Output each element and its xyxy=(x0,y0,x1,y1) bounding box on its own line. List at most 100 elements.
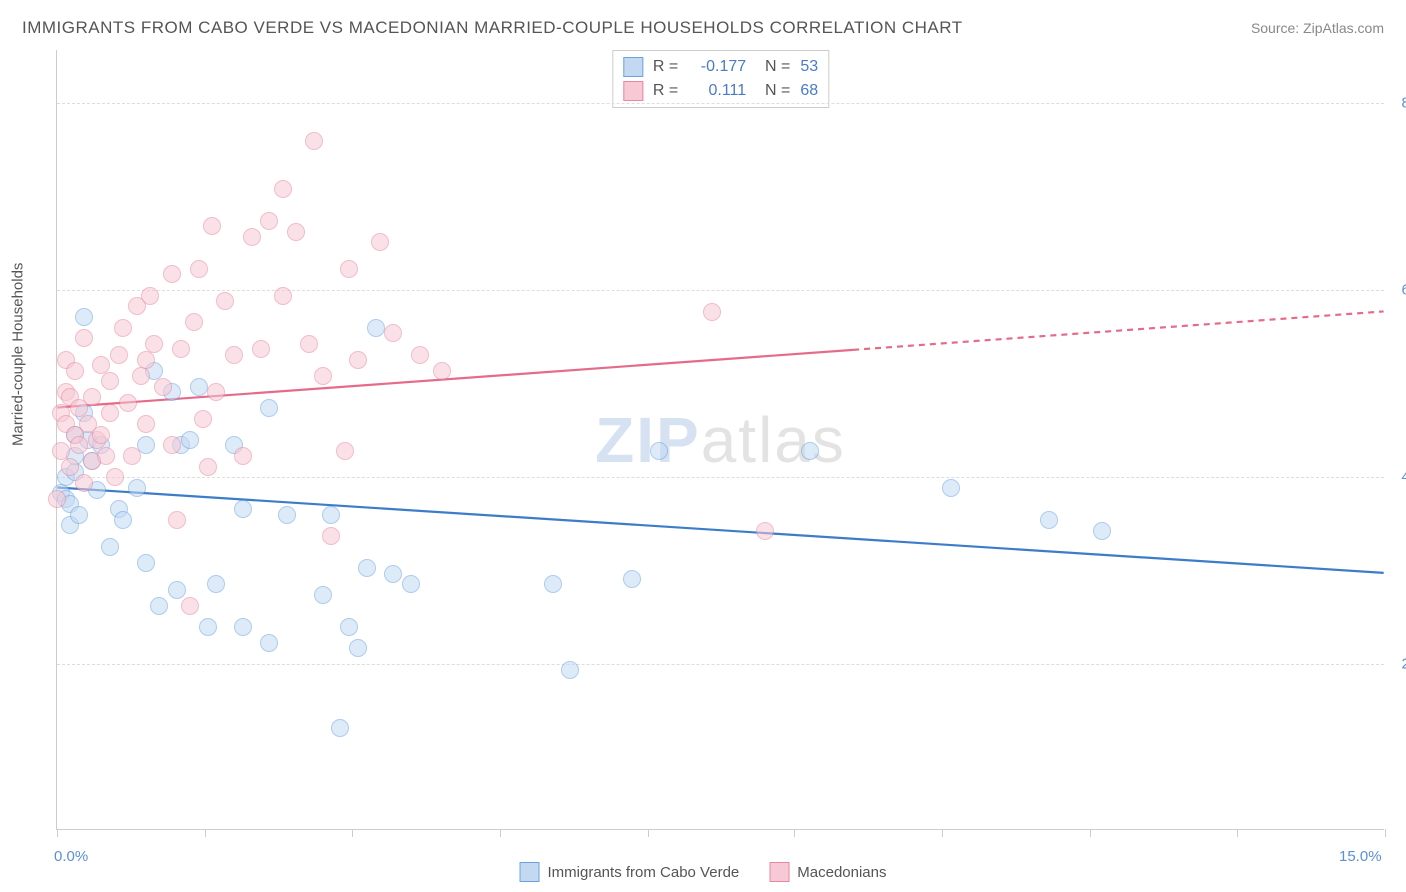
scatter-point xyxy=(114,319,132,337)
scatter-point xyxy=(274,180,292,198)
watermark-light: atlas xyxy=(701,404,846,476)
scatter-point xyxy=(168,511,186,529)
scatter-point xyxy=(163,436,181,454)
scatter-point xyxy=(190,378,208,396)
scatter-point xyxy=(274,287,292,305)
scatter-point xyxy=(260,212,278,230)
source-label: Source: ZipAtlas.com xyxy=(1251,20,1384,36)
scatter-point xyxy=(314,367,332,385)
scatter-point xyxy=(141,287,159,305)
scatter-point xyxy=(128,479,146,497)
scatter-point xyxy=(358,559,376,577)
scatter-point xyxy=(544,575,562,593)
y-tick-label: 45.0% xyxy=(1389,469,1406,486)
scatter-point xyxy=(101,372,119,390)
legend-swatch xyxy=(769,862,789,882)
scatter-point xyxy=(234,500,252,518)
scatter-point xyxy=(150,597,168,615)
stats-row: R = -0.177 N = 53 xyxy=(623,55,818,79)
scatter-point xyxy=(123,447,141,465)
scatter-point xyxy=(181,431,199,449)
scatter-point xyxy=(234,618,252,636)
scatter-point xyxy=(154,378,172,396)
scatter-point xyxy=(70,436,88,454)
n-value: 53 xyxy=(800,58,818,76)
scatter-point xyxy=(97,447,115,465)
scatter-point xyxy=(287,223,305,241)
scatter-point xyxy=(756,522,774,540)
scatter-point xyxy=(75,329,93,347)
scatter-point xyxy=(942,479,960,497)
y-tick-label: 80.0% xyxy=(1389,95,1406,112)
trend-line-solid xyxy=(57,488,1383,573)
scatter-point xyxy=(1040,511,1058,529)
chart-title: IMMIGRANTS FROM CABO VERDE VS MACEDONIAN… xyxy=(22,18,963,38)
scatter-point xyxy=(300,335,318,353)
y-axis-title: Married-couple Households xyxy=(10,263,27,446)
n-label: N = xyxy=(756,82,790,100)
r-label: R = xyxy=(653,58,678,76)
x-tick xyxy=(500,829,501,837)
scatter-point xyxy=(371,233,389,251)
scatter-point xyxy=(75,474,93,492)
scatter-point xyxy=(216,292,234,310)
scatter-point xyxy=(402,575,420,593)
scatter-point xyxy=(185,313,203,331)
scatter-point xyxy=(70,506,88,524)
chart-container: IMMIGRANTS FROM CABO VERDE VS MACEDONIAN… xyxy=(0,0,1406,892)
x-tick xyxy=(352,829,353,837)
scatter-point xyxy=(110,346,128,364)
trend-lines-svg xyxy=(57,50,1384,829)
r-label: R = xyxy=(653,82,678,100)
scatter-point xyxy=(145,335,163,353)
scatter-point xyxy=(92,426,110,444)
scatter-point xyxy=(66,362,84,380)
scatter-point xyxy=(260,634,278,652)
scatter-point xyxy=(260,399,278,417)
scatter-point xyxy=(203,217,221,235)
gridline xyxy=(57,477,1384,478)
scatter-point xyxy=(234,447,252,465)
x-tick xyxy=(648,829,649,837)
watermark-bold: ZIP xyxy=(595,404,701,476)
scatter-point xyxy=(384,565,402,583)
scatter-point xyxy=(137,554,155,572)
scatter-point xyxy=(322,506,340,524)
x-tick xyxy=(1385,829,1386,837)
scatter-point xyxy=(801,442,819,460)
scatter-point xyxy=(132,367,150,385)
scatter-point xyxy=(199,618,217,636)
x-tick xyxy=(942,829,943,837)
watermark: ZIPatlas xyxy=(595,403,846,477)
legend-item: Macedonians xyxy=(769,862,886,882)
scatter-point xyxy=(199,458,217,476)
x-tick xyxy=(1090,829,1091,837)
legend-swatch xyxy=(520,862,540,882)
scatter-point xyxy=(207,383,225,401)
n-value: 68 xyxy=(800,82,818,100)
legend-label: Macedonians xyxy=(797,864,886,881)
scatter-point xyxy=(336,442,354,460)
scatter-point xyxy=(207,575,225,593)
scatter-point xyxy=(252,340,270,358)
scatter-point xyxy=(106,468,124,486)
scatter-point xyxy=(623,570,641,588)
scatter-point xyxy=(1093,522,1111,540)
scatter-point xyxy=(114,511,132,529)
scatter-point xyxy=(305,132,323,150)
series-swatch xyxy=(623,57,643,77)
plot-area: ZIPatlas R = -0.177 N = 53R = 0.111 N = … xyxy=(56,50,1384,830)
r-value: -0.177 xyxy=(688,58,746,76)
scatter-point xyxy=(314,586,332,604)
scatter-point xyxy=(367,319,385,337)
scatter-point xyxy=(340,260,358,278)
scatter-point xyxy=(433,362,451,380)
scatter-point xyxy=(703,303,721,321)
series-swatch xyxy=(623,81,643,101)
scatter-point xyxy=(190,260,208,278)
scatter-point xyxy=(340,618,358,636)
x-axis-max-label: 15.0% xyxy=(1339,848,1382,865)
legend-item: Immigrants from Cabo Verde xyxy=(520,862,740,882)
x-tick xyxy=(205,829,206,837)
bottom-legend: Immigrants from Cabo Verde Macedonians xyxy=(520,862,887,882)
